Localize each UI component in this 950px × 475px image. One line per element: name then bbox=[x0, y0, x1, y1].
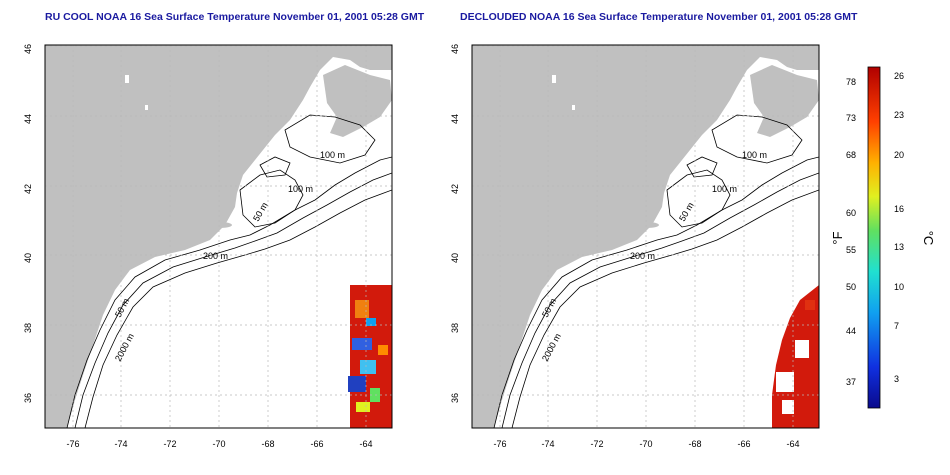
left-chesapeake bbox=[93, 330, 113, 390]
colorbar-c-tick: 26 bbox=[894, 71, 904, 81]
right-chesapeake bbox=[520, 330, 540, 390]
left-ytick: 46 bbox=[23, 44, 33, 54]
right-xtick: -76 bbox=[493, 439, 506, 449]
colorbar-f-tick: 37 bbox=[846, 377, 856, 387]
colorbar-f-tick: 60 bbox=[846, 208, 856, 218]
right-ytick: 46 bbox=[450, 44, 460, 54]
left-lake-b bbox=[145, 105, 148, 110]
right-sst-swath bbox=[772, 285, 819, 428]
colorbar-c-tick: 3 bbox=[894, 374, 899, 384]
left-label-100m-a: 100 m bbox=[320, 150, 345, 160]
right-xtick: -66 bbox=[737, 439, 750, 449]
left-label-100m-b: 100 m bbox=[288, 184, 313, 194]
left-xtick: -72 bbox=[163, 439, 176, 449]
right-ytick: 42 bbox=[450, 184, 460, 194]
left-map-frame bbox=[44, 44, 393, 429]
right-label-200m: 200 m bbox=[630, 251, 655, 261]
colorbar-c-tick: 16 bbox=[894, 204, 904, 214]
right-lake-b bbox=[572, 105, 575, 110]
right-x-axis-labels: -76 -74 -72 -70 -68 -66 -64 bbox=[493, 439, 799, 449]
left-map-panel: 100 m 100 m 50 m 200 m 50 m 2000 m -76 -… bbox=[23, 44, 393, 449]
left-ytick: 40 bbox=[23, 253, 33, 263]
left-ytick: 44 bbox=[23, 114, 33, 124]
right-map-panel: 100 m 100 m 50 m 200 m 50 m 2000 m -76 -… bbox=[450, 44, 820, 449]
colorbar-celsius-label: °C bbox=[921, 231, 936, 246]
colorbar-c-tick: 7 bbox=[894, 321, 899, 331]
right-label-100m-b: 100 m bbox=[712, 184, 737, 194]
colorbar-f-tick: 78 bbox=[846, 77, 856, 87]
right-ytick: 38 bbox=[450, 323, 460, 333]
colorbar-c-ticks: 26 23 20 16 13 10 7 3 bbox=[894, 71, 904, 384]
right-xtick: -68 bbox=[688, 439, 701, 449]
right-y-axis-labels: 46 44 42 40 38 36 bbox=[450, 44, 460, 403]
colorbar-f-tick: 44 bbox=[846, 326, 856, 336]
colorbar-c-tick: 13 bbox=[894, 242, 904, 252]
right-map-frame bbox=[471, 44, 820, 429]
right-ytick: 40 bbox=[450, 253, 460, 263]
right-panel-title: DECLOUDED NOAA 16 Sea Surface Temperatur… bbox=[460, 11, 858, 23]
colorbar-f-tick: 73 bbox=[846, 113, 856, 123]
right-label-100m-a: 100 m bbox=[742, 150, 767, 160]
left-xtick: -64 bbox=[359, 439, 372, 449]
right-bathymetry-contours bbox=[493, 114, 819, 428]
right-xtick: -74 bbox=[541, 439, 554, 449]
right-ytick: 44 bbox=[450, 114, 460, 124]
left-xtick: -70 bbox=[212, 439, 225, 449]
right-graticule bbox=[472, 45, 819, 428]
left-panel-title: RU COOL NOAA 16 Sea Surface Temperature … bbox=[45, 11, 425, 23]
right-xtick: -70 bbox=[639, 439, 652, 449]
colorbar-f-tick: 68 bbox=[846, 150, 856, 160]
right-cape-cod bbox=[635, 222, 659, 228]
colorbar-gradient bbox=[867, 66, 881, 409]
colorbar-c-tick: 20 bbox=[894, 150, 904, 160]
right-ytick: 36 bbox=[450, 393, 460, 403]
left-xtick: -74 bbox=[114, 439, 127, 449]
left-x-axis-labels: -76 -74 -72 -70 -68 -66 -64 bbox=[66, 439, 372, 449]
right-xtick: -72 bbox=[590, 439, 603, 449]
left-xtick: -66 bbox=[310, 439, 323, 449]
right-xtick: -64 bbox=[786, 439, 799, 449]
left-label-200m: 200 m bbox=[203, 251, 228, 261]
left-bathymetry-contours bbox=[66, 114, 392, 428]
left-ytick: 38 bbox=[23, 323, 33, 333]
left-lake-a bbox=[125, 75, 129, 83]
left-sst-swath bbox=[348, 274, 392, 428]
colorbar: 78 73 68 60 55 50 44 37 26 23 20 16 13 1… bbox=[830, 66, 936, 409]
colorbar-f-ticks: 78 73 68 60 55 50 44 37 bbox=[846, 77, 856, 387]
left-ytick: 42 bbox=[23, 184, 33, 194]
left-cape-cod bbox=[208, 222, 232, 228]
colorbar-c-tick: 10 bbox=[894, 282, 904, 292]
left-y-axis-labels: 46 44 42 40 38 36 bbox=[23, 44, 33, 403]
left-ytick: 36 bbox=[23, 393, 33, 403]
colorbar-fahrenheit-label: °F bbox=[830, 231, 845, 244]
left-xtick: -76 bbox=[66, 439, 79, 449]
colorbar-f-tick: 50 bbox=[846, 282, 856, 292]
colorbar-c-tick: 23 bbox=[894, 110, 904, 120]
left-xtick: -68 bbox=[261, 439, 274, 449]
colorbar-f-tick: 55 bbox=[846, 245, 856, 255]
left-graticule bbox=[45, 45, 392, 428]
right-lake-a bbox=[552, 75, 556, 83]
